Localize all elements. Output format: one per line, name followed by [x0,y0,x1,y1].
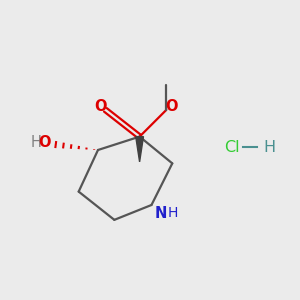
Text: O: O [165,99,178,114]
Text: N: N [154,206,167,221]
Polygon shape [136,136,143,162]
Text: O: O [94,99,106,114]
Text: Cl: Cl [224,140,240,154]
Text: H: H [264,140,276,154]
Text: O: O [38,135,50,150]
Text: H: H [31,135,41,150]
Text: H: H [168,206,178,220]
